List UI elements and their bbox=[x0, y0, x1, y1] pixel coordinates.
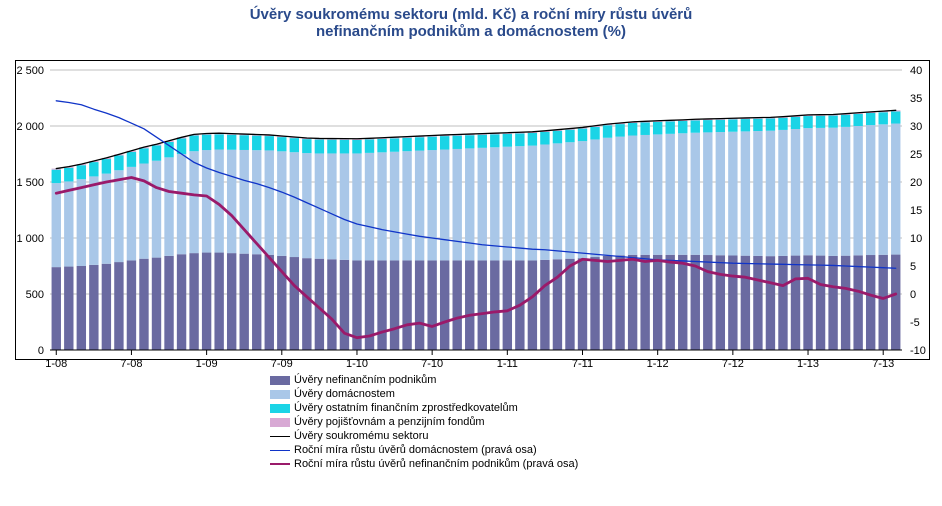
svg-text:7-11: 7-11 bbox=[572, 358, 593, 370]
legend-label: Úvěry domácnostem bbox=[294, 388, 395, 400]
svg-text:35: 35 bbox=[910, 93, 922, 105]
legend-swatch bbox=[270, 418, 290, 427]
legend-item: Úvěry domácnostem bbox=[270, 388, 395, 400]
svg-text:500: 500 bbox=[26, 289, 44, 301]
svg-text:10: 10 bbox=[910, 233, 922, 245]
legend-item: Úvěry nefinančním podnikům bbox=[270, 374, 436, 386]
legend-swatch bbox=[270, 450, 290, 451]
legend-swatch bbox=[270, 376, 290, 385]
svg-text:30: 30 bbox=[910, 121, 922, 133]
svg-text:5: 5 bbox=[910, 261, 916, 273]
svg-text:1-08: 1-08 bbox=[45, 358, 67, 370]
svg-text:2 500: 2 500 bbox=[16, 65, 44, 77]
svg-text:1-09: 1-09 bbox=[196, 358, 218, 370]
svg-text:1-13: 1-13 bbox=[797, 358, 819, 370]
legend-item: Roční míra růstu úvěrů nefinančním podni… bbox=[270, 458, 578, 470]
legend-swatch bbox=[270, 390, 290, 399]
legend-label: Úvěry soukromému sektoru bbox=[294, 430, 429, 442]
legend-item: Úvěry pojišťovnám a penzijním fondům bbox=[270, 416, 485, 428]
legend-label: Úvěry pojišťovnám a penzijním fondům bbox=[294, 416, 485, 428]
legend-item: Úvěry ostatním finančním zprostředkovate… bbox=[270, 402, 518, 414]
svg-text:-10: -10 bbox=[910, 345, 926, 357]
legend-item: Roční míra růstu úvěrů domácnostem (prav… bbox=[270, 444, 537, 456]
legend-item: Úvěry soukromému sektoru bbox=[270, 430, 429, 442]
svg-text:1 500: 1 500 bbox=[16, 177, 44, 189]
svg-text:1-12: 1-12 bbox=[647, 358, 669, 370]
legend-swatch bbox=[270, 404, 290, 413]
svg-text:7-08: 7-08 bbox=[120, 358, 142, 370]
legend-label: Roční míra růstu úvěrů domácnostem (prav… bbox=[294, 444, 537, 456]
legend-swatch bbox=[270, 463, 290, 465]
chart-container: Úvěry soukromému sektoru (mld. Kč) a roč… bbox=[0, 0, 942, 506]
svg-text:1 000: 1 000 bbox=[16, 233, 44, 245]
svg-text:1-11: 1-11 bbox=[497, 358, 518, 370]
svg-text:-5: -5 bbox=[910, 317, 920, 329]
legend-label: Roční míra růstu úvěrů nefinančním podni… bbox=[294, 458, 578, 470]
svg-text:7-13: 7-13 bbox=[872, 358, 894, 370]
chart-svg: 0 500 1 000 1 500 2 000 2 500 -10 -5 0 5 10 15 20 25 3… bbox=[0, 0, 942, 506]
svg-text:0: 0 bbox=[910, 289, 916, 301]
legend-swatch bbox=[270, 436, 290, 437]
legend-label: Úvěry ostatním finančním zprostředkovate… bbox=[294, 402, 518, 414]
svg-text:40: 40 bbox=[910, 65, 922, 77]
svg-text:25: 25 bbox=[910, 149, 922, 161]
svg-text:2 000: 2 000 bbox=[16, 121, 44, 133]
legend-label: Úvěry nefinančním podnikům bbox=[294, 374, 436, 386]
svg-text:7-09: 7-09 bbox=[271, 358, 293, 370]
svg-text:7-10: 7-10 bbox=[421, 358, 443, 370]
svg-text:0: 0 bbox=[38, 345, 44, 357]
svg-text:20: 20 bbox=[910, 177, 922, 189]
svg-text:7-12: 7-12 bbox=[722, 358, 744, 370]
svg-text:15: 15 bbox=[910, 205, 922, 217]
svg-text:1-10: 1-10 bbox=[346, 358, 368, 370]
